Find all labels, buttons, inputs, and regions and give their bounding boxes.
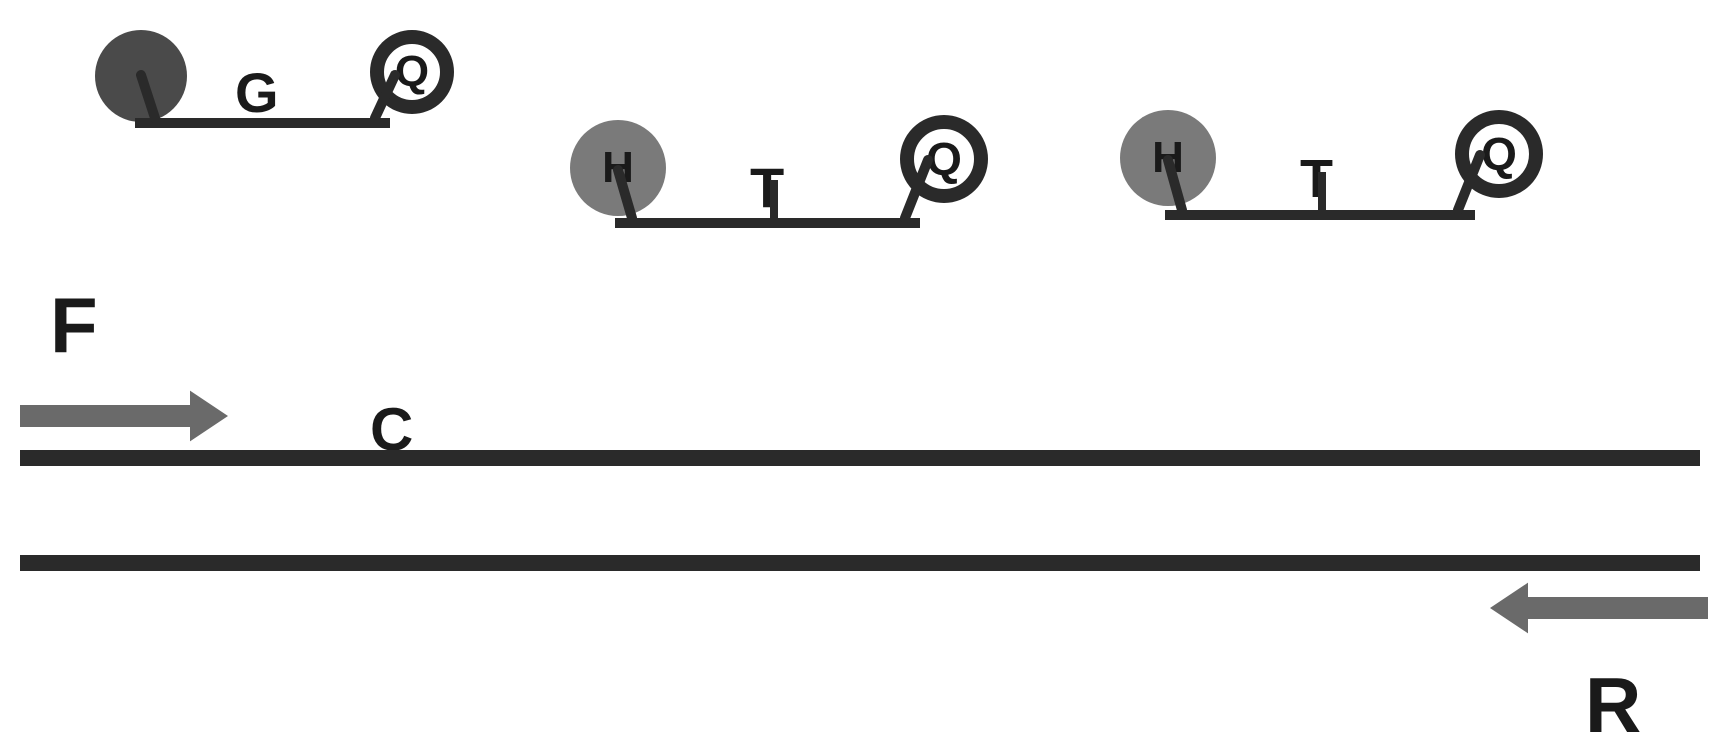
arrow-left-icon (1490, 570, 1708, 646)
probe-tick (770, 180, 778, 218)
probe-right-connector (369, 69, 401, 124)
probe-backbone (1165, 210, 1475, 220)
forward-primer-arrow (20, 378, 228, 459)
probe-mid-label: T (750, 155, 784, 220)
dna-top-strand (20, 450, 1700, 466)
probe-left-connector (612, 164, 638, 224)
reverse-primer-label: R (1585, 660, 1641, 751)
probe-left-connector (1162, 154, 1188, 216)
probe-left-connector (135, 69, 161, 124)
probe-right-connector (1452, 149, 1486, 216)
probe-mid-label: G (235, 60, 279, 125)
probe-mid-label: T (1300, 148, 1333, 210)
dna-bottom-strand (20, 555, 1700, 571)
forward-primer-label: F (50, 280, 98, 371)
probe-right-connector (899, 154, 934, 224)
arrow-right-icon (20, 378, 228, 454)
probe-tick (1318, 172, 1326, 210)
reverse-primer-arrow (1490, 570, 1708, 651)
